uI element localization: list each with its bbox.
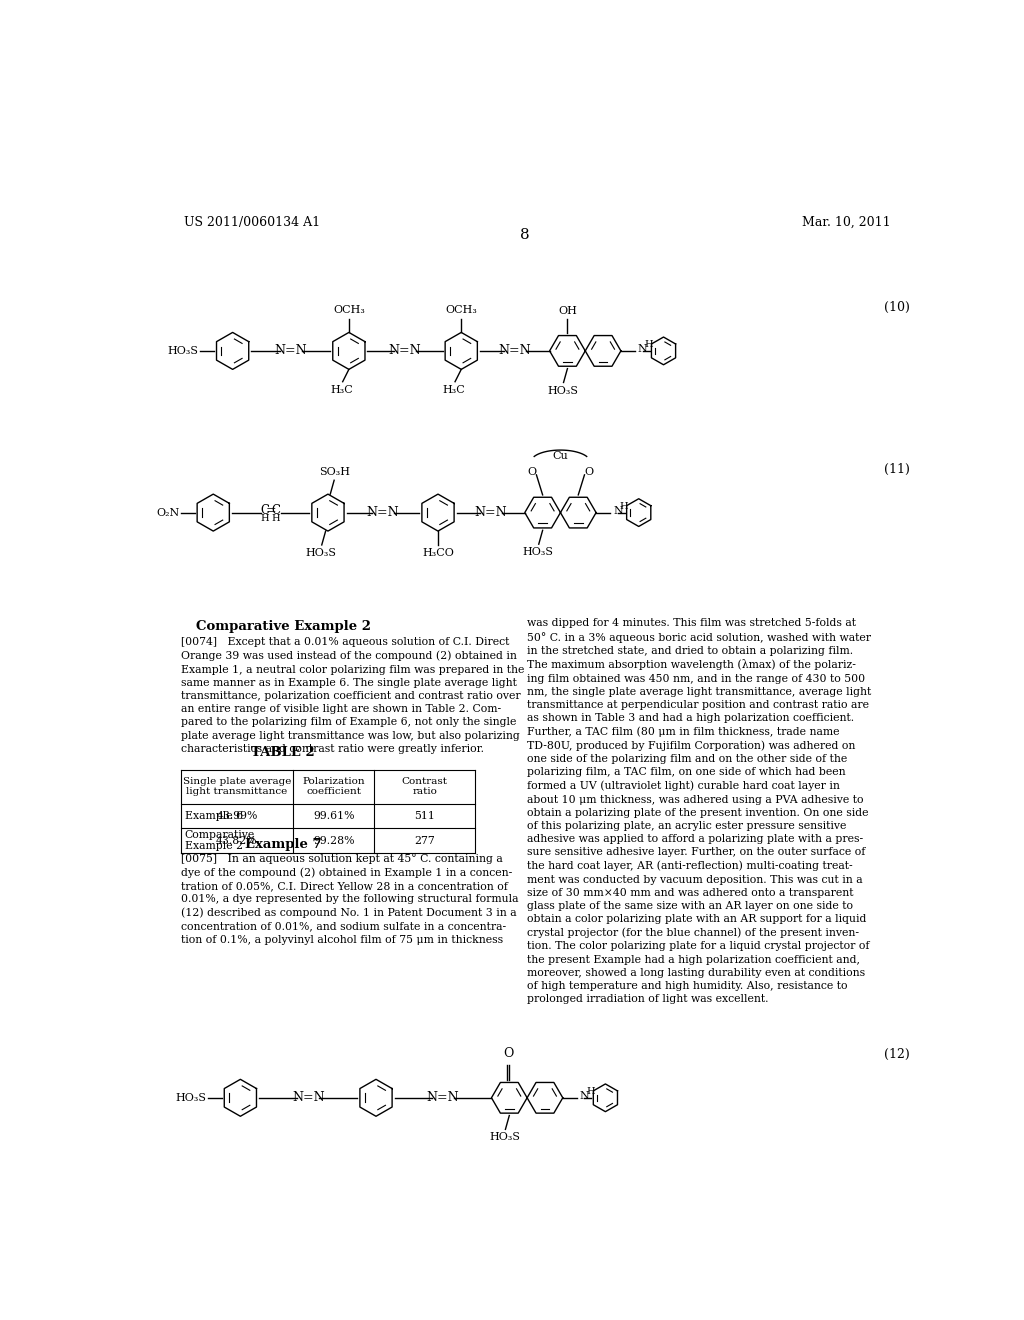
Text: C: C xyxy=(261,504,269,517)
Text: (12): (12) xyxy=(884,1048,909,1061)
Text: HO₃S: HO₃S xyxy=(547,385,579,396)
Text: H: H xyxy=(620,502,628,511)
Text: H₃CO: H₃CO xyxy=(422,548,454,558)
Text: N=N: N=N xyxy=(292,1092,325,1105)
Text: HO₃S: HO₃S xyxy=(522,548,554,557)
Text: 8: 8 xyxy=(520,228,529,243)
Text: Mar. 10, 2011: Mar. 10, 2011 xyxy=(802,216,891,230)
Text: Example 6: Example 6 xyxy=(184,810,243,821)
Text: C: C xyxy=(271,504,281,517)
Text: 511: 511 xyxy=(415,810,435,821)
Text: N: N xyxy=(638,345,648,354)
Text: [0075]   In an aqueous solution kept at 45° C. containing a
dye of the compound : [0075] In an aqueous solution kept at 45… xyxy=(180,853,518,945)
Text: H₃C: H₃C xyxy=(443,385,466,395)
Text: TABLE 2: TABLE 2 xyxy=(251,746,314,759)
Text: Polarization
coefficient: Polarization coefficient xyxy=(302,777,366,796)
Text: 43.99%: 43.99% xyxy=(216,810,258,821)
Text: 43.82%: 43.82% xyxy=(216,836,258,846)
Text: OCH₃: OCH₃ xyxy=(333,305,365,315)
Text: Single plate average
light transmittance: Single plate average light transmittance xyxy=(182,777,291,796)
Text: O: O xyxy=(504,1047,514,1060)
Text: OH: OH xyxy=(558,306,577,317)
Text: H: H xyxy=(261,515,269,523)
Text: N=N: N=N xyxy=(367,506,399,519)
Text: 99.61%: 99.61% xyxy=(313,810,354,821)
Text: HO₃S: HO₃S xyxy=(305,548,337,558)
Text: Cu: Cu xyxy=(553,451,568,462)
Text: H: H xyxy=(271,515,281,523)
Text: 99.28%: 99.28% xyxy=(313,836,354,846)
Text: US 2011/0060134 A1: US 2011/0060134 A1 xyxy=(183,216,319,230)
Text: H: H xyxy=(644,341,652,350)
Text: OCH₃: OCH₃ xyxy=(445,305,477,315)
Text: N=N: N=N xyxy=(427,1092,460,1105)
Text: (10): (10) xyxy=(884,301,909,314)
Text: [0074]   Except that a 0.01% aqueous solution of C.I. Direct
Orange 39 was used : [0074] Except that a 0.01% aqueous solut… xyxy=(180,638,524,754)
Text: HO₃S: HO₃S xyxy=(489,1133,520,1142)
Text: N=N: N=N xyxy=(274,345,307,358)
Text: HO₃S: HO₃S xyxy=(175,1093,206,1102)
Text: HO₃S: HO₃S xyxy=(168,346,199,356)
Text: O₂N: O₂N xyxy=(156,508,179,517)
Text: Example 7: Example 7 xyxy=(245,838,322,850)
Text: N=N: N=N xyxy=(389,345,421,358)
Text: Contrast
ratio: Contrast ratio xyxy=(401,777,447,796)
Text: (11): (11) xyxy=(884,462,909,475)
Text: N: N xyxy=(580,1092,590,1101)
Text: Comparative
Example 2: Comparative Example 2 xyxy=(184,830,255,851)
Text: SO₃H: SO₃H xyxy=(319,467,350,478)
Text: N=N: N=N xyxy=(474,506,507,519)
Text: =: = xyxy=(265,504,275,517)
Text: 277: 277 xyxy=(415,836,435,846)
Text: N=N: N=N xyxy=(499,345,531,358)
Text: H: H xyxy=(586,1088,595,1096)
Text: H₃C: H₃C xyxy=(331,385,353,395)
Text: O: O xyxy=(527,467,537,477)
Text: Comparative Example 2: Comparative Example 2 xyxy=(196,620,371,634)
Text: O: O xyxy=(585,467,594,477)
Text: was dipped for 4 minutes. This film was stretched 5-folds at
50° C. in a 3% aque: was dipped for 4 minutes. This film was … xyxy=(527,618,871,1005)
Text: N: N xyxy=(613,506,623,516)
